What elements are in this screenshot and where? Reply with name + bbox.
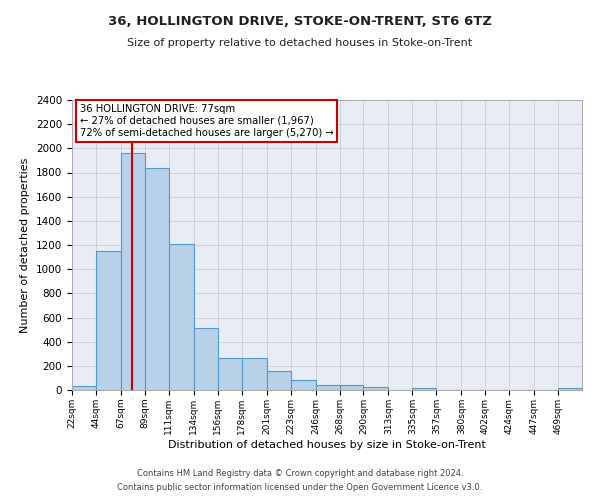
Y-axis label: Number of detached properties: Number of detached properties <box>20 158 31 332</box>
Bar <box>218 358 242 390</box>
Text: 36, HOLLINGTON DRIVE, STOKE-ON-TRENT, ST6 6TZ: 36, HOLLINGTON DRIVE, STOKE-ON-TRENT, ST… <box>108 15 492 28</box>
Text: 36 HOLLINGTON DRIVE: 77sqm
← 27% of detached houses are smaller (1,967)
72% of s: 36 HOLLINGTON DRIVE: 77sqm ← 27% of deta… <box>80 104 334 138</box>
Bar <box>340 384 364 390</box>
Bar <box>364 387 388 390</box>
Text: Size of property relative to detached houses in Stoke-on-Trent: Size of property relative to detached ho… <box>127 38 473 48</box>
Bar <box>558 388 582 390</box>
Bar <box>266 372 290 390</box>
Bar <box>242 358 266 390</box>
Bar <box>121 153 145 390</box>
Text: Contains public sector information licensed under the Open Government Licence v3: Contains public sector information licen… <box>118 484 482 492</box>
Bar <box>316 384 340 390</box>
X-axis label: Distribution of detached houses by size in Stoke-on-Trent: Distribution of detached houses by size … <box>168 440 486 450</box>
Bar <box>72 386 96 390</box>
Bar <box>194 328 218 390</box>
Bar <box>169 244 194 390</box>
Text: Contains HM Land Registry data © Crown copyright and database right 2024.: Contains HM Land Registry data © Crown c… <box>137 468 463 477</box>
Bar <box>145 168 169 390</box>
Bar <box>412 388 436 390</box>
Bar <box>96 251 121 390</box>
Bar <box>290 380 316 390</box>
